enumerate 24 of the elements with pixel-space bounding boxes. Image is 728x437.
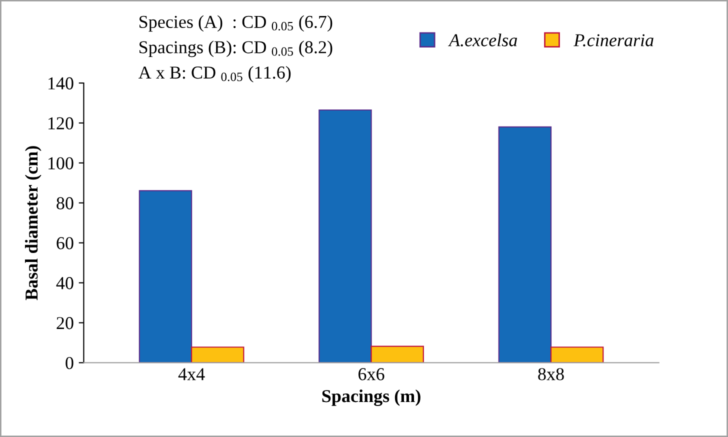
bar <box>138 190 192 363</box>
text: A x B: CD $_{0.05}$ (11.6) <box>138 66 291 82</box>
bar <box>191 346 244 363</box>
x-tick-label: 8x8 <box>538 368 564 380</box>
y-tick-label: 120 <box>48 117 74 130</box>
bar <box>370 346 424 363</box>
x-tick-label: 4x4 <box>178 368 205 380</box>
text: Species (A) : CD $_{0.05}$ (6.7) <box>140 15 332 32</box>
y-tick-label: 80 <box>56 197 74 210</box>
x-tick-label: 6x6 <box>358 368 384 380</box>
text: Spacings (B): CD $_{0.05}$ (8.2) <box>140 40 332 58</box>
y-tick-label: 20 <box>56 317 74 330</box>
y-tick-label: 100 <box>48 157 74 170</box>
y-tick-label: 40 <box>56 277 74 290</box>
y-tick-label: 0 <box>66 356 74 370</box>
bar <box>498 126 552 363</box>
y-tick-label: 140 <box>48 77 74 90</box>
y-axis-title: Basal diameter (cm) <box>24 146 42 300</box>
legend-label: A.excelsa <box>448 34 518 46</box>
bar <box>318 109 372 363</box>
x-axis-title: Spacings (m) <box>322 390 420 406</box>
y-tick-label: 60 <box>56 237 74 250</box>
bar <box>550 346 604 363</box>
legend-label: P.cineraria <box>574 34 654 46</box>
